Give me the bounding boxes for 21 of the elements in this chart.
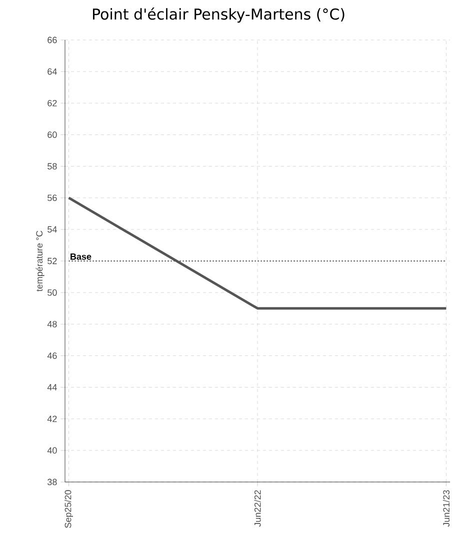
y-axis-title: température °C — [36, 230, 44, 292]
x-tick-label: Jun21/23 — [442, 490, 450, 527]
x-tick-label: Sep25/20 — [64, 490, 73, 528]
y-tick-label: 42 — [47, 416, 57, 422]
y-tick-label: 40 — [47, 447, 57, 454]
y-tick-label: 52 — [48, 258, 57, 264]
y-tick-label: 66 — [48, 36, 57, 44]
y-tick-label: 64 — [48, 68, 57, 75]
y-tick-label: 46 — [47, 352, 57, 359]
y-tick-label: 38 — [48, 478, 57, 486]
y-tick-label: 54 — [48, 226, 57, 233]
y-tick-label: 44 — [47, 384, 57, 390]
y-tick-label: 50 — [48, 289, 57, 296]
y-tick-label: 48 — [47, 320, 57, 328]
y-tick-label: 62 — [48, 100, 57, 106]
y-tick-label: 56 — [48, 194, 57, 202]
x-tick-label: Jun22/22 — [254, 490, 261, 527]
y-tick-label: 58 — [48, 163, 57, 170]
ref-line-label: Base — [70, 254, 92, 260]
chart-title: Point d'éclair Pensky-Martens (°C) — [93, 8, 344, 23]
y-tick-label: 60 — [48, 132, 57, 138]
